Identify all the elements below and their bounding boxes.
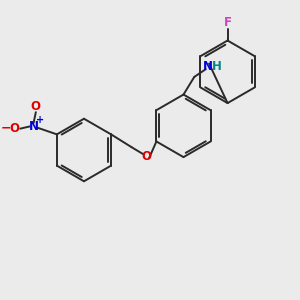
Text: −: − xyxy=(1,121,11,134)
Text: N: N xyxy=(203,60,213,73)
Text: H: H xyxy=(212,61,222,74)
Text: O: O xyxy=(141,150,151,163)
Text: +: + xyxy=(36,115,44,125)
Text: N: N xyxy=(28,120,39,133)
Text: F: F xyxy=(224,16,232,29)
Text: O: O xyxy=(10,122,20,135)
Text: O: O xyxy=(31,100,41,113)
